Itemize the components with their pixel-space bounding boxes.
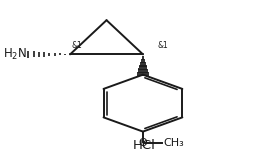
Text: H$_2$N: H$_2$N [3,47,27,62]
Text: &1: &1 [157,41,168,50]
Text: O: O [139,138,147,148]
Text: HCl: HCl [133,139,156,152]
Text: CH₃: CH₃ [164,138,185,148]
Text: &1: &1 [72,41,82,50]
